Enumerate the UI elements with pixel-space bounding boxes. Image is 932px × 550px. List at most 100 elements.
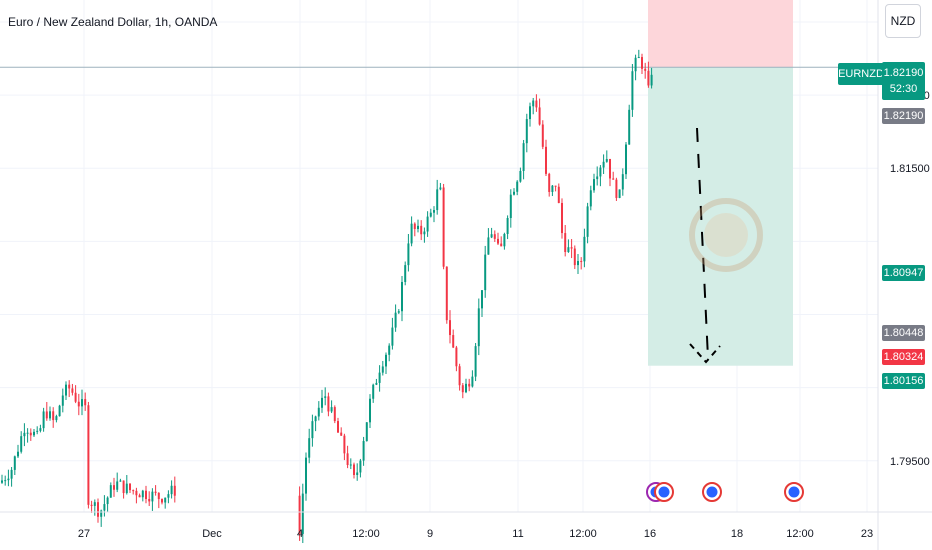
candle-body — [433, 210, 435, 213]
candle-body — [154, 491, 157, 493]
candle-body — [375, 382, 378, 385]
candle-body — [113, 485, 115, 490]
candle-body — [625, 144, 627, 175]
candle-body — [445, 266, 448, 321]
candle-body — [39, 428, 42, 431]
candle-body — [321, 397, 323, 408]
candle-body — [109, 485, 112, 498]
candle-body — [340, 432, 343, 436]
crosshair-price-tag: 1.80947 — [882, 265, 925, 281]
candle-body — [513, 191, 515, 195]
candle-body — [618, 189, 621, 198]
time-tick-label: Dec — [202, 528, 222, 540]
candle-body — [641, 57, 643, 69]
candle-body — [557, 186, 560, 203]
candle-body — [535, 100, 538, 108]
candle-body — [7, 478, 10, 481]
candle-body — [461, 385, 464, 393]
candle-body — [138, 495, 141, 498]
candle-body — [305, 457, 307, 494]
candle-body — [317, 407, 320, 417]
candle-body — [564, 233, 567, 253]
candle-body — [164, 497, 167, 503]
candle-body — [586, 206, 589, 237]
candle-body — [13, 456, 16, 470]
time-tick-label: 4 — [297, 528, 303, 540]
candle-body — [637, 57, 640, 59]
candle-body — [68, 384, 71, 389]
candle-body — [519, 170, 522, 182]
candle-body — [439, 187, 442, 190]
candle-body — [410, 223, 413, 244]
candle-body — [349, 464, 352, 466]
candle-body — [167, 494, 170, 498]
candle-body — [420, 225, 423, 235]
candle-body — [650, 74, 653, 86]
candle-body — [151, 491, 154, 502]
candle-body — [161, 499, 163, 503]
candle-body — [65, 384, 67, 396]
time-tick-label: 18 — [731, 528, 743, 540]
candle-body — [356, 472, 359, 475]
candle-body — [385, 354, 387, 367]
candle-body — [545, 146, 547, 174]
candle-body — [497, 238, 499, 244]
currency-button[interactable]: NZD — [885, 4, 921, 38]
candle-body — [426, 216, 429, 232]
candle-body — [605, 159, 608, 162]
candle-body — [26, 432, 29, 434]
candle-body — [647, 70, 650, 86]
candle-body — [465, 383, 467, 393]
candle-body — [394, 312, 397, 328]
candle-body — [423, 231, 426, 235]
time-tick-label: 11 — [512, 528, 523, 540]
candle-body — [388, 345, 391, 355]
candle-body — [4, 480, 7, 482]
trade-direction-arrow — [696, 127, 709, 359]
candle-body — [551, 185, 554, 192]
candle-body — [397, 311, 400, 313]
candle-body — [55, 416, 58, 421]
candle-body — [452, 335, 455, 348]
candle-body — [449, 320, 451, 336]
candle-body — [119, 480, 122, 482]
candle-body — [343, 435, 346, 454]
target-price-tag: 1.80156 — [882, 373, 925, 389]
candle-body — [548, 173, 551, 192]
candle-body — [417, 225, 419, 230]
candle-body — [84, 399, 87, 406]
candle-body — [583, 236, 586, 262]
last-price-tag: 1.82190 52:30 — [882, 62, 925, 100]
candle-body — [77, 401, 80, 407]
candle-body — [522, 143, 525, 171]
candle-body — [525, 119, 528, 144]
time-tick-label: 12:00 — [352, 528, 380, 540]
candle-body — [471, 376, 474, 387]
time-tick-label: 16 — [644, 528, 656, 540]
candle-body — [52, 411, 55, 421]
candle-body — [580, 261, 583, 263]
candle-body — [116, 481, 119, 490]
candle-body — [538, 107, 541, 125]
candle-body — [157, 492, 160, 500]
candle-body — [509, 194, 512, 219]
candle-body — [532, 100, 535, 107]
candle-body — [10, 469, 13, 479]
candle-body — [58, 405, 61, 417]
candle-body — [589, 190, 592, 207]
candle-body — [365, 422, 368, 442]
candle-body — [333, 407, 336, 422]
candle-body — [493, 234, 496, 239]
candle-body — [122, 480, 125, 494]
candle-body — [602, 161, 605, 168]
candle-body — [337, 421, 339, 433]
candle-body — [36, 430, 39, 432]
candle-body — [314, 416, 317, 422]
candle-body — [353, 464, 355, 475]
candle-body — [135, 490, 138, 496]
stop-loss-zone — [648, 0, 793, 68]
candle-body — [148, 498, 151, 502]
candle-body — [346, 453, 349, 466]
time-tick-label: 23 — [861, 528, 873, 540]
